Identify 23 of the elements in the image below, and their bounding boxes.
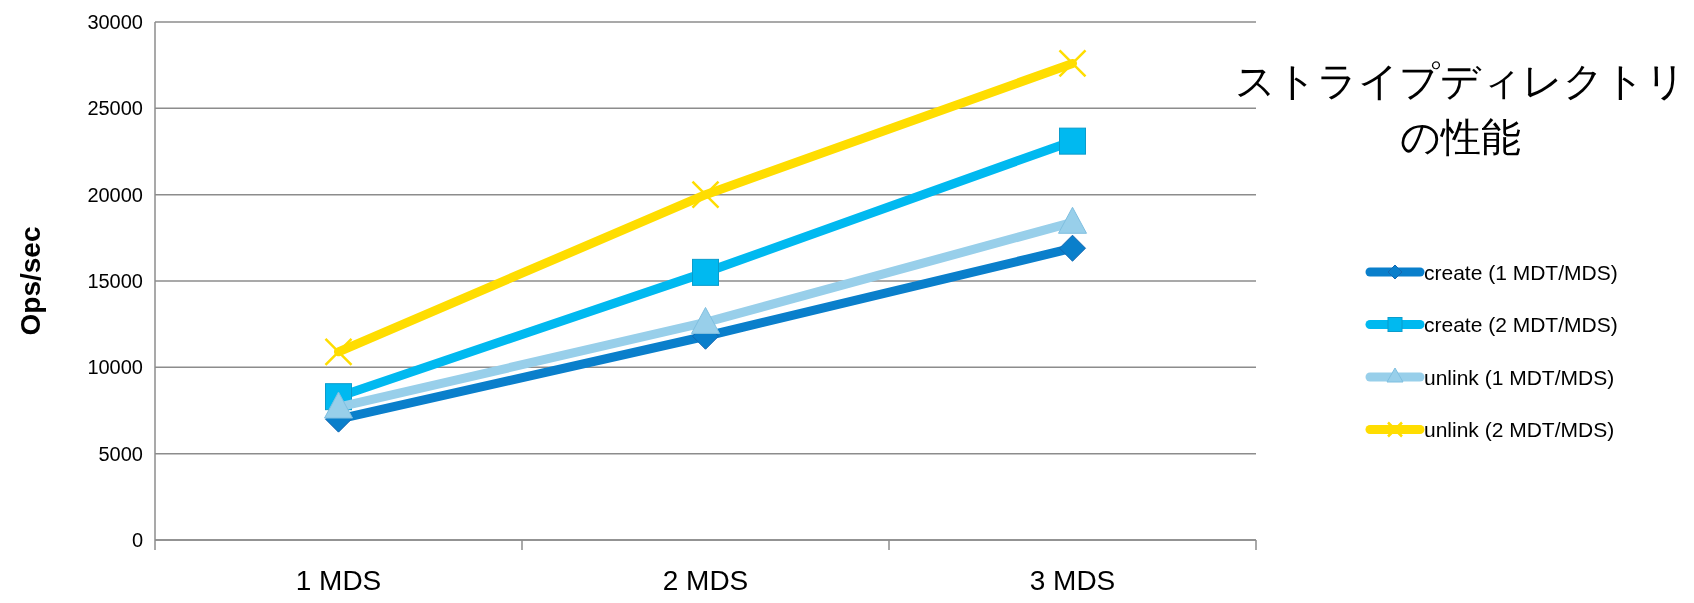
y-tick-label: 15000 bbox=[87, 270, 143, 292]
y-tick-label: 20000 bbox=[87, 183, 143, 206]
y-tick-label: 0 bbox=[131, 529, 143, 551]
point bbox=[1059, 234, 1086, 262]
text: ストライプディレクトリの性能 bbox=[1234, 58, 1686, 160]
x-tick-label: 2 MDS bbox=[662, 565, 749, 596]
legend-label: create (2 MDT/MDS) bbox=[1424, 313, 1618, 336]
point bbox=[1058, 49, 1087, 78]
x-tick-label: 3 MDS bbox=[1029, 565, 1116, 596]
y-tick-label: 25000 bbox=[87, 97, 143, 120]
y-tick-label: 5000 bbox=[98, 442, 143, 465]
point bbox=[1059, 127, 1086, 155]
point bbox=[324, 391, 353, 419]
x-tick-label: 1 MDS bbox=[295, 565, 382, 596]
y-tick-label: 10000 bbox=[87, 356, 143, 379]
point bbox=[324, 337, 353, 367]
point bbox=[691, 180, 720, 209]
legend-label: unlink (1 MDT/MDS) bbox=[1424, 365, 1615, 389]
point bbox=[692, 258, 719, 286]
legend-label: unlink (2 MDT/MDS) bbox=[1424, 418, 1615, 441]
legend-label: create (1 MDT/MDS) bbox=[1424, 260, 1618, 284]
y-tick-label: 30000 bbox=[87, 11, 143, 33]
y-axis-title: Ops/sec bbox=[15, 226, 46, 336]
